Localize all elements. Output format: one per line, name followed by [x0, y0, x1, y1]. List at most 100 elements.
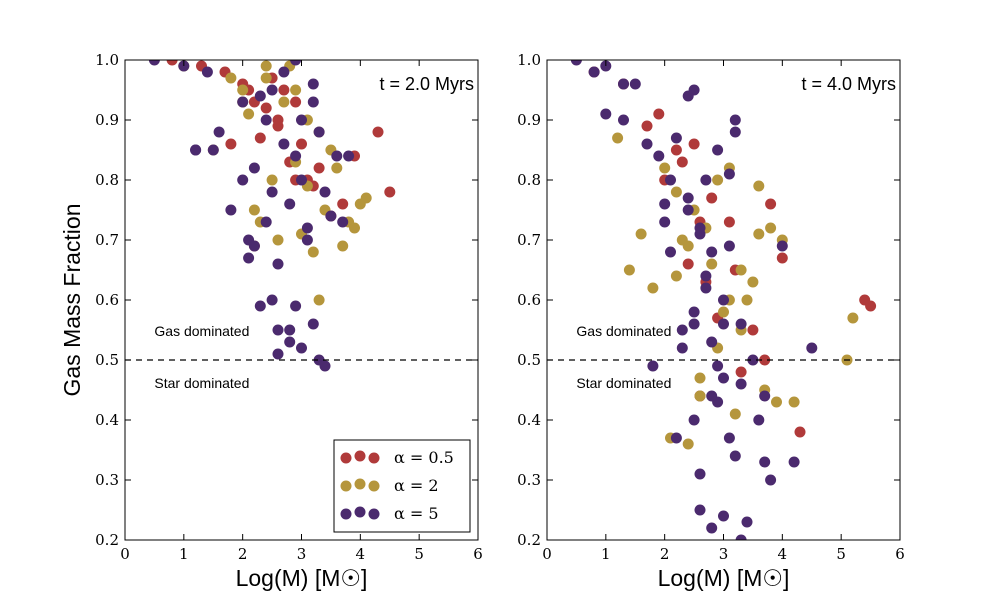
data-point	[706, 193, 717, 204]
data-point	[753, 229, 764, 240]
data-point	[677, 325, 688, 336]
data-point	[847, 313, 858, 324]
data-point	[273, 349, 284, 360]
data-point	[337, 217, 348, 228]
data-point	[284, 325, 295, 336]
data-point	[747, 325, 758, 336]
data-point	[225, 139, 236, 150]
data-point	[665, 247, 676, 258]
legend-marker	[341, 509, 352, 520]
data-point	[736, 367, 747, 378]
data-points	[571, 55, 876, 546]
data-point	[618, 115, 629, 126]
y-tick-label: 0.5	[517, 351, 541, 369]
x-tick-label: 6	[473, 545, 483, 563]
data-point	[267, 85, 278, 96]
data-point	[296, 115, 307, 126]
data-point	[314, 127, 325, 138]
data-point	[653, 109, 664, 120]
y-tick-label: 1.0	[517, 51, 541, 69]
data-point	[284, 337, 295, 348]
data-point	[320, 187, 331, 198]
data-point	[730, 115, 741, 126]
x-tick-label: 3	[719, 545, 729, 563]
data-point	[730, 451, 741, 462]
data-point	[296, 343, 307, 354]
data-point	[653, 151, 664, 162]
data-point	[202, 67, 213, 78]
data-point	[349, 223, 360, 234]
data-point	[789, 457, 800, 468]
legend-marker	[355, 451, 366, 462]
legend-label: α = 5	[394, 504, 439, 523]
data-point	[278, 97, 289, 108]
legend-marker	[369, 481, 380, 492]
panel-title: t = 4.0 Myrs	[801, 74, 896, 94]
data-point	[753, 415, 764, 426]
data-point	[706, 337, 717, 348]
data-point	[683, 193, 694, 204]
x-tick-label: 3	[297, 545, 307, 563]
y-tick-label: 0.7	[95, 231, 119, 249]
legend-marker	[355, 479, 366, 490]
right-panel: Gas dominated Star dominated 0 1 2 3 4 5 6 0.2 0.3…	[517, 51, 905, 591]
annotation-star-dominated: Star dominated	[576, 375, 671, 391]
legend-marker	[355, 507, 366, 518]
legend-label: α = 2	[394, 476, 439, 495]
data-point	[706, 247, 717, 258]
data-point	[724, 169, 735, 180]
data-point	[718, 511, 729, 522]
data-point	[683, 439, 694, 450]
x-tick-label: 6	[895, 545, 905, 563]
data-point	[777, 241, 788, 252]
data-point	[261, 115, 272, 126]
data-point	[208, 145, 219, 156]
data-point	[261, 73, 272, 84]
data-point	[753, 181, 764, 192]
legend-label: α = 0.5	[394, 448, 454, 467]
data-point	[225, 205, 236, 216]
data-point	[759, 457, 770, 468]
data-point	[624, 265, 635, 276]
legend-marker	[341, 481, 352, 492]
data-point	[600, 109, 611, 120]
data-point	[290, 97, 301, 108]
x-tick-label: 5	[414, 545, 424, 563]
data-point	[290, 151, 301, 162]
data-point	[320, 361, 331, 372]
data-point	[700, 175, 711, 186]
data-point	[677, 157, 688, 168]
data-point	[296, 139, 307, 150]
data-point	[636, 229, 647, 240]
data-point	[689, 319, 700, 330]
data-point	[278, 67, 289, 78]
data-point	[314, 163, 325, 174]
data-point	[255, 133, 266, 144]
data-point	[683, 259, 694, 270]
data-point	[267, 187, 278, 198]
y-tick-label: 0.4	[517, 411, 541, 429]
data-point	[718, 373, 729, 384]
data-point	[284, 199, 295, 210]
data-point	[243, 253, 254, 264]
data-point	[337, 241, 348, 252]
x-tick-label: 5	[836, 545, 846, 563]
data-point	[255, 91, 266, 102]
data-point	[308, 319, 319, 330]
y-tick-label: 0.2	[517, 531, 541, 549]
figure-canvas: Gas Mass Fraction Gas dominatedStar domi…	[0, 0, 1000, 600]
data-point	[689, 415, 700, 426]
annotation-gas-dominated: Gas dominated	[154, 323, 249, 339]
panel-title: t = 2.0 Myrs	[379, 74, 474, 94]
data-point	[618, 79, 629, 90]
data-point	[331, 151, 342, 162]
data-point	[736, 319, 747, 330]
data-point	[314, 295, 325, 306]
data-point	[747, 277, 758, 288]
data-point	[589, 67, 600, 78]
data-point	[671, 133, 682, 144]
data-point	[647, 361, 658, 372]
x-axis-label: Log(M) [M☉]	[658, 565, 790, 591]
x-tick-label: 1	[601, 545, 611, 563]
data-point	[214, 127, 225, 138]
